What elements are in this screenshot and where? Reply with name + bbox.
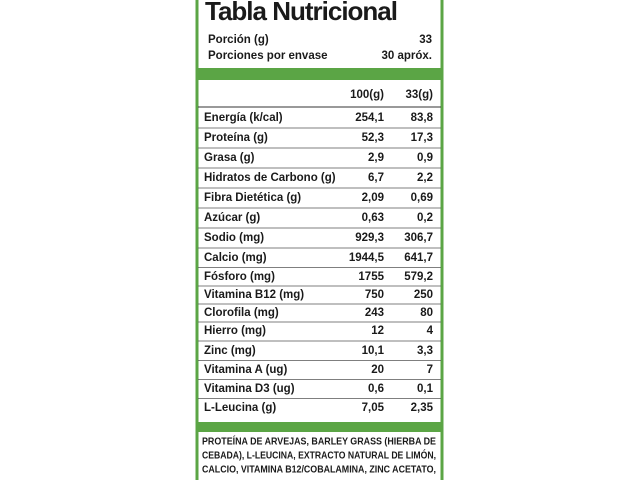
row-value: 10,1 xyxy=(362,345,385,357)
row-value: 2,35 xyxy=(411,402,434,414)
row-value: 0,69 xyxy=(411,192,433,204)
column-header: 33(g) xyxy=(406,89,434,101)
row-value: 306,7 xyxy=(404,232,433,244)
row-value: 750 xyxy=(365,289,384,301)
row-value: 3,3 xyxy=(417,345,433,357)
ingredients-line: CALCIO, VITAMINA B12/COBALAMINA, ZINC AC… xyxy=(202,465,436,476)
ingredients-line: CEBADA), L-LEUCINA, EXTRACTO NATURAL DE … xyxy=(202,449,436,462)
row-value: 83,8 xyxy=(411,112,434,124)
row-value: 7,05 xyxy=(362,402,385,414)
row-value: 7 xyxy=(427,364,433,376)
row-label: Energía (k/cal) xyxy=(204,112,283,124)
green-bar xyxy=(198,68,441,80)
servings-value: 30 apróx. xyxy=(382,50,433,62)
row-label: Azúcar (g) xyxy=(204,212,260,224)
row-label: Fibra Dietética (g) xyxy=(204,192,301,204)
row-value: 2,2 xyxy=(417,172,433,184)
row-value: 254,1 xyxy=(355,112,384,124)
green-bar xyxy=(198,422,441,432)
row-label: Zinc (mg) xyxy=(204,345,256,357)
serving-value: 33 xyxy=(419,34,432,46)
title: Tabla Nutricional xyxy=(205,0,397,26)
row-value: 579,2 xyxy=(404,271,433,283)
row-value: 0,2 xyxy=(417,212,433,224)
serving-label: Porción (g) xyxy=(208,34,269,46)
row-value: 20 xyxy=(371,364,384,376)
row-label: Vitamina D3 (ug) xyxy=(204,383,295,395)
row-value: 0,6 xyxy=(368,383,384,395)
row-value: 6,7 xyxy=(368,172,384,184)
row-value: 243 xyxy=(365,307,384,319)
row-label: Calcio (mg) xyxy=(204,252,267,264)
ingredients-line: PROTEÍNA DE ARVEJAS, BARLEY GRASS (HIERB… xyxy=(202,435,436,448)
row-value: 250 xyxy=(414,289,433,301)
servings-label: Porciones por envase xyxy=(208,50,328,62)
row-value: 0,1 xyxy=(417,383,434,395)
row-label: Hidratos de Carbono (g) xyxy=(204,172,336,184)
row-value: 12 xyxy=(371,325,384,337)
row-value: 80 xyxy=(420,307,433,319)
row-value: 2,9 xyxy=(368,152,384,164)
row-value: 2,09 xyxy=(362,192,384,204)
row-value: 929,3 xyxy=(355,232,384,244)
row-value: 1755 xyxy=(358,271,384,283)
row-value: 641,7 xyxy=(404,252,433,264)
row-label: Vitamina B12 (mg) xyxy=(204,289,304,301)
row-value: 17,3 xyxy=(411,132,433,144)
row-value: 52,3 xyxy=(362,132,384,144)
row-value: 0,9 xyxy=(417,152,433,164)
row-label: Grasa (g) xyxy=(204,152,255,164)
row-label: Clorofila (mg) xyxy=(204,307,279,319)
row-value: 1944,5 xyxy=(349,252,385,264)
column-header: 100(g) xyxy=(350,89,384,101)
row-value: 0,63 xyxy=(362,212,384,224)
row-label: Fósforo (mg) xyxy=(204,271,275,283)
row-label: Vitamina A (ug) xyxy=(204,364,287,376)
row-label: L-Leucina (g) xyxy=(204,402,276,414)
row-label: Hierro (mg) xyxy=(204,325,266,337)
row-value: 4 xyxy=(427,325,434,337)
row-label: Proteína (g) xyxy=(204,132,268,144)
row-label: Sodio (mg) xyxy=(204,232,264,244)
